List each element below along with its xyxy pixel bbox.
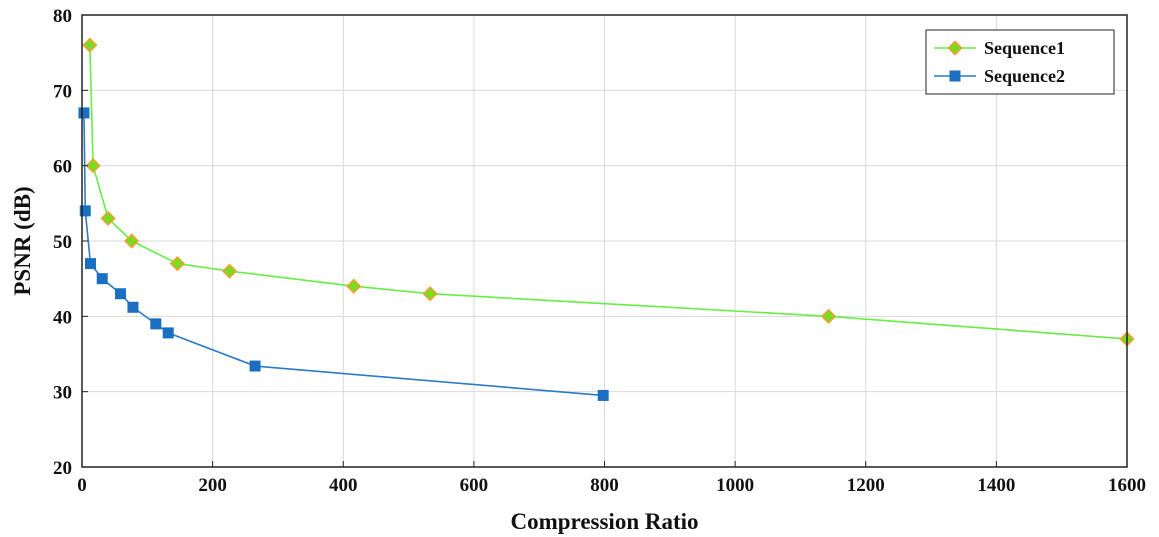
data-point-sequence2	[150, 318, 162, 330]
y-tick-label: 40	[53, 307, 72, 328]
y-tick-label: 50	[53, 232, 72, 253]
x-tick-label: 0	[77, 475, 87, 496]
x-tick-label: 1200	[847, 475, 885, 496]
grid	[82, 15, 1127, 467]
data-point-sequence1	[422, 286, 438, 302]
data-point-sequence2	[162, 327, 174, 339]
data-point-sequence1	[820, 308, 837, 324]
y-tick-label: 20	[53, 458, 72, 479]
legend-label-sequence1: Sequence1	[984, 38, 1065, 58]
x-tick-label: 200	[198, 475, 227, 496]
legend-marker-shape	[949, 70, 961, 82]
data-point-sequence1	[169, 255, 185, 272]
legend-label-sequence2: Sequence2	[984, 66, 1065, 86]
x-tick-label: 600	[460, 475, 489, 496]
y-axis-title: PSNR (dB)	[10, 186, 35, 295]
y-tick-label: 70	[53, 81, 72, 102]
y-tick-label: 30	[53, 383, 72, 404]
data-point-sequence1	[346, 278, 362, 294]
y-axis-ticks: 20 30 40 50 60 70 80	[53, 6, 88, 479]
x-tick-label: 1400	[977, 475, 1015, 496]
series-sequence1	[82, 37, 1135, 347]
series-line-sequence2	[83, 112, 604, 397]
data-point-sequence2	[84, 258, 96, 270]
legend-box	[925, 29, 1115, 95]
legend-marker-shape	[947, 40, 963, 56]
series-group	[78, 37, 1135, 401]
data-point-sequence1	[124, 233, 140, 249]
data-point-sequence2	[96, 273, 108, 285]
data-point-sequence2	[249, 360, 261, 372]
data-point-sequence1	[100, 210, 116, 227]
data-point-sequence1	[82, 37, 98, 53]
x-tick-label: 1000	[716, 475, 754, 496]
legend-marker-sequence2	[949, 70, 961, 82]
x-axis-ticks: 0 200 400 600 800 1000 1200 1400 1600	[77, 461, 1146, 496]
legend-marker-sequence1	[947, 40, 963, 56]
data-point-sequence2	[79, 205, 91, 217]
data-point-sequence2	[78, 107, 90, 119]
data-point-sequence2	[115, 288, 127, 300]
x-tick-label: 800	[590, 475, 619, 496]
series-sequence2	[78, 107, 609, 401]
y-tick-label: 80	[53, 6, 72, 27]
x-axis-title: Compression Ratio	[510, 509, 698, 534]
data-point-sequence2	[597, 389, 609, 401]
data-point-sequence1	[221, 263, 238, 279]
legend: Sequence1 Sequence2	[925, 29, 1115, 95]
x-tick-label: 1600	[1108, 475, 1146, 496]
series-line-sequence1	[89, 45, 1128, 340]
data-point-sequence2	[127, 301, 139, 313]
x-tick-label: 400	[329, 475, 358, 496]
y-tick-label: 60	[53, 157, 72, 178]
data-point-sequence1	[85, 158, 101, 174]
